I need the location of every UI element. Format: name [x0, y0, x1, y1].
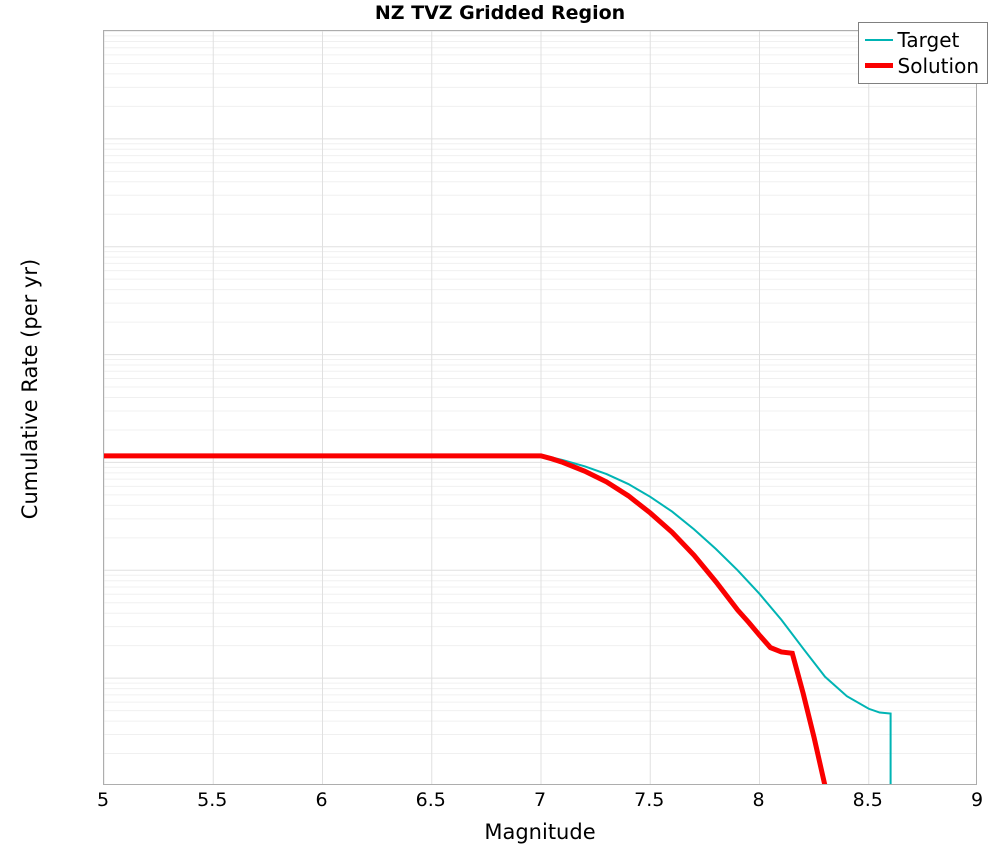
x-tick-label: 5: [96, 789, 110, 811]
x-tick-label: 8: [752, 789, 765, 811]
x-axis-label: Magnitude: [484, 820, 596, 844]
x-tick-label: 8.5: [852, 789, 883, 811]
legend-entry[interactable]: Target: [864, 27, 979, 52]
chart-title: NZ TVZ Gridded Region: [374, 2, 626, 24]
series-line-target: [104, 454, 892, 784]
x-tick-label: 7: [533, 789, 547, 811]
series-line-solution: [104, 453, 828, 784]
y-axis-label: Cumulative Rate (per yr): [18, 258, 42, 520]
legend-label: Solution: [897, 53, 979, 78]
plot-area: [103, 30, 977, 785]
legend-entry[interactable]: Solution: [864, 53, 979, 78]
x-tick-label: 5.5: [197, 789, 228, 811]
x-tick-label: 6.5: [415, 789, 446, 811]
legend-color-swatch: [864, 63, 893, 68]
x-tick-label: 7.5: [634, 789, 665, 811]
legend-label: Target: [897, 27, 960, 52]
legend-color-swatch: [864, 38, 893, 41]
chart-legend: Target Solution: [857, 22, 988, 84]
data-series-layer: [104, 453, 892, 784]
x-tick-label: 9: [970, 789, 984, 811]
x-tick-label: 6: [315, 789, 328, 811]
